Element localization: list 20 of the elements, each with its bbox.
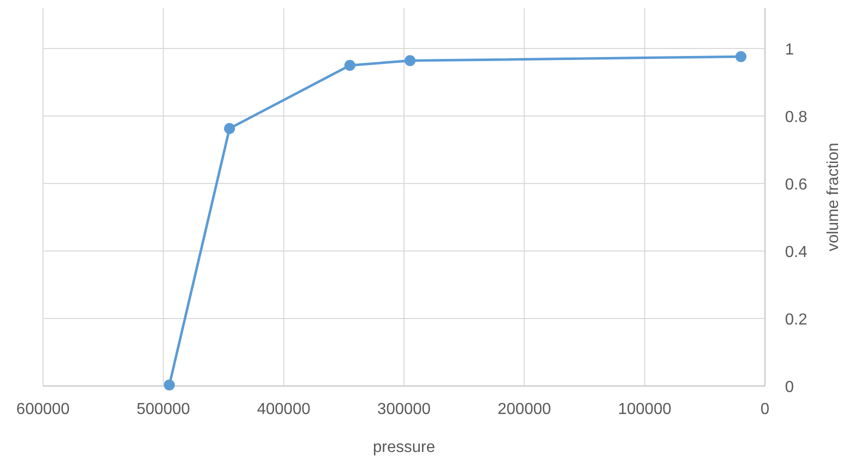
x-tick-label: 0 — [760, 401, 770, 418]
y-tick-label: 0.6 — [785, 176, 808, 194]
x-tick-label: 200000 — [498, 401, 552, 418]
x-tick-label: 600000 — [16, 401, 70, 418]
point — [735, 51, 746, 62]
y-axis-title: volume fraction — [825, 142, 842, 252]
x-axis-title: pressure — [372, 439, 436, 456]
point — [404, 55, 416, 66]
point — [344, 60, 356, 71]
x-tick-label: 400000 — [256, 401, 310, 418]
y-tick-label: 1 — [785, 42, 794, 58]
x-tick-label: 100000 — [618, 401, 672, 418]
y-tick-label: 0 — [785, 379, 794, 396]
x-tick-label: 500000 — [136, 401, 190, 418]
point — [224, 122, 236, 134]
y-tick-label: 0.2 — [785, 312, 808, 328]
y-tick-label: 0.8 — [785, 109, 808, 126]
point — [164, 379, 175, 390]
y-tick-label: 0.4 — [785, 244, 808, 261]
x-tick-label: 300000 — [377, 401, 431, 418]
